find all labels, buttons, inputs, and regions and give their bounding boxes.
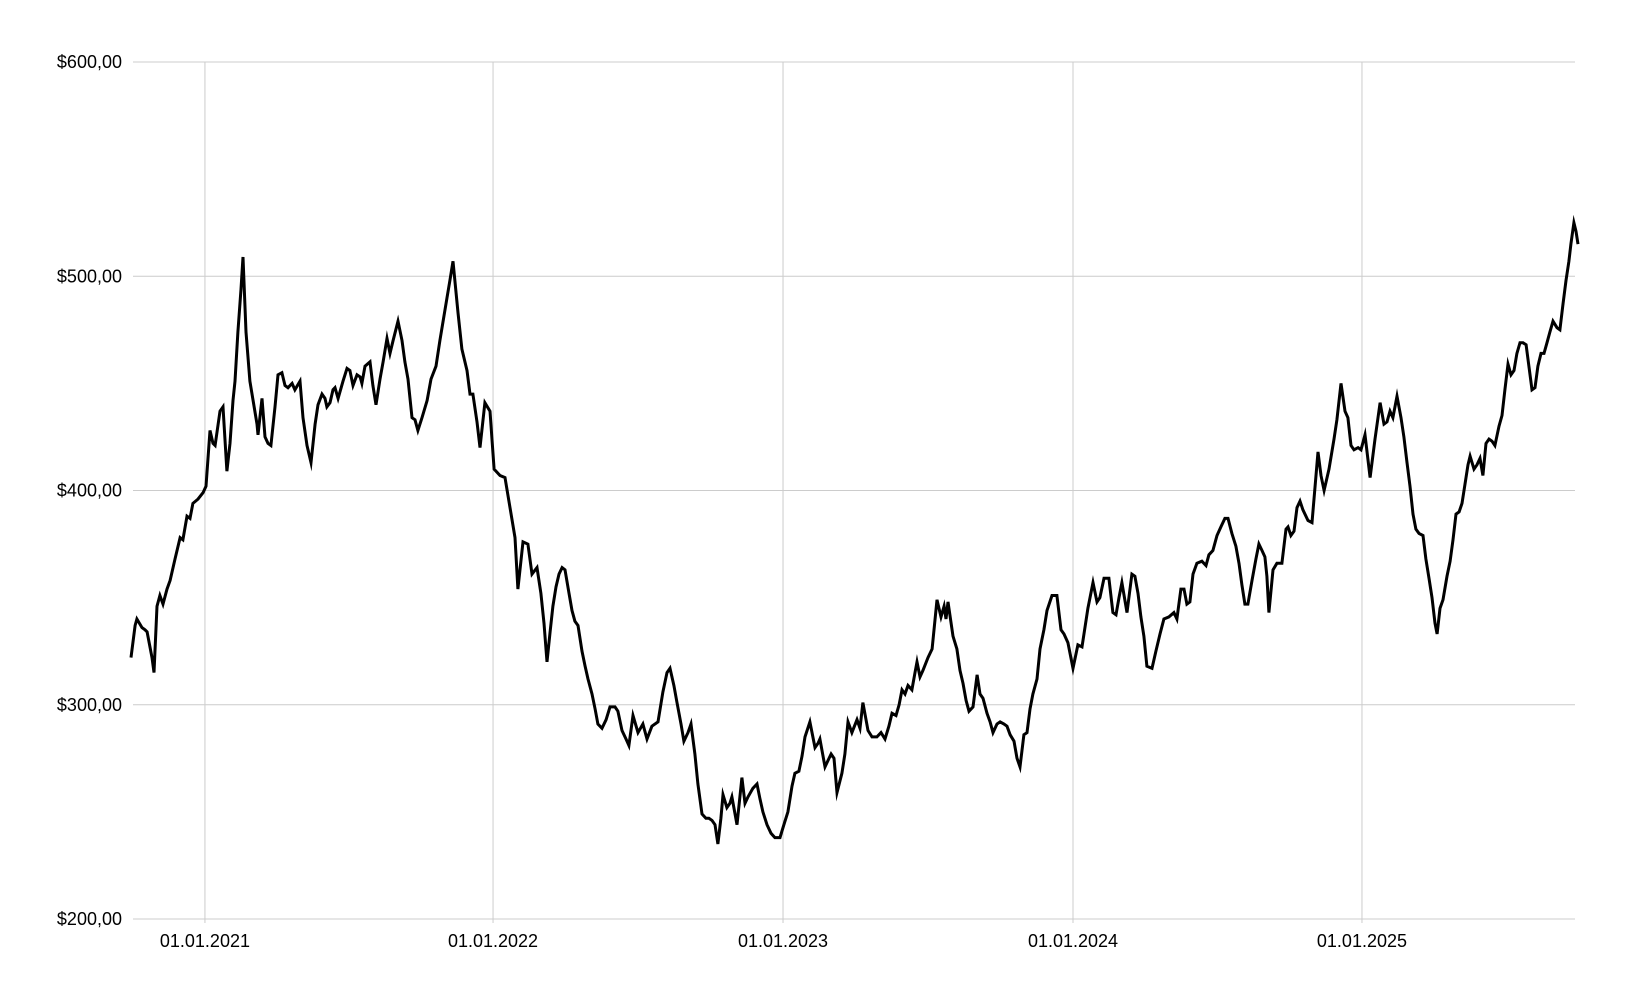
x-tick-label: 01.01.2024 [1028, 931, 1118, 951]
price-line-series [129, 214, 1580, 845]
x-tick-label: 01.01.2025 [1317, 931, 1407, 951]
x-tick-label: 01.01.2021 [160, 931, 250, 951]
y-tick-label: $300,00 [57, 695, 122, 715]
x-tick-label: 01.01.2022 [448, 931, 538, 951]
y-tick-label: $600,00 [57, 52, 122, 72]
x-tick-label: 01.01.2023 [738, 931, 828, 951]
y-tick-label: $400,00 [57, 481, 122, 501]
y-tick-label: $500,00 [57, 266, 122, 286]
y-tick-label: $200,00 [57, 909, 122, 929]
